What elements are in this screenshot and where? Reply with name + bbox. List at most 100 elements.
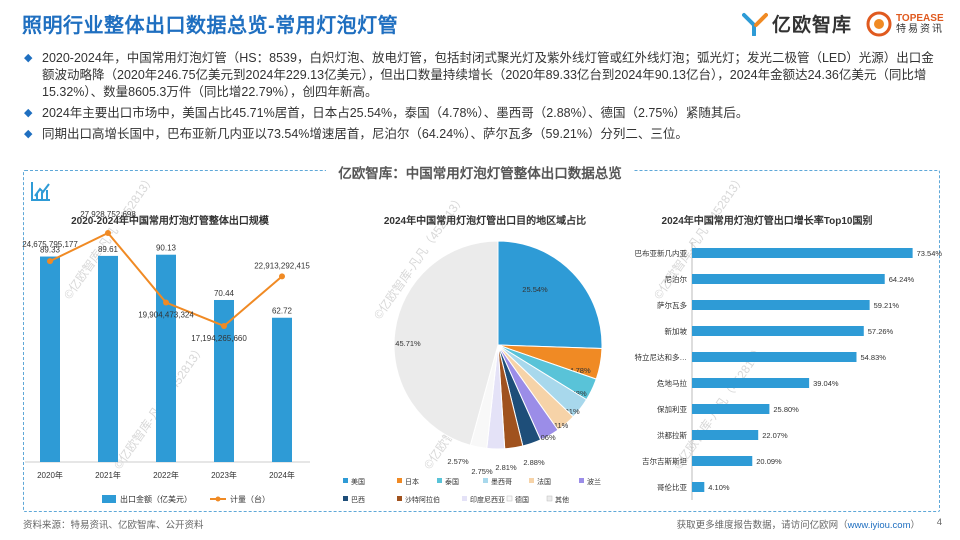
chart2-legend-label: 泰国 [445,477,459,486]
chart3-bar-label: 25.80% [773,405,799,414]
chart3-bar-label: 59.21% [874,301,900,310]
chart3-bar [692,456,753,466]
summary-bullets: ◆ 2020-2024年，中国常用灯泡灯管（HS：8539，白炽灯泡、放电灯管，包… [24,50,944,147]
chart2-slice-label: 3.06% [534,433,556,442]
chart1-line-point [279,273,285,280]
chart3-title: 2024年中国常用灯泡灯管出口增长率Top10国别 [662,214,873,227]
footer-close: ） [910,520,920,531]
chart2-slice-label: 2.75% [471,467,493,476]
chart2-legend-swatch [546,495,553,502]
chart3-bar [692,352,857,362]
chart2-slice-label: 45.71% [395,339,421,348]
chart1-bar [40,256,60,462]
chart3-y-tick: 保加利亚 [657,404,687,414]
summary-bullet-text: 同期出口高增长国中，巴布亚新几内亚以73.54%增速居首，尼泊尔（64.24%）… [42,127,688,141]
chart3-y-tick: 洪都拉斯 [657,430,687,440]
chart3-y-tick: 尼泊尔 [665,274,688,284]
diamond-icon: ◆ [24,52,33,64]
chart2-legend-label: 法国 [537,477,551,486]
chart1-bar [272,317,292,462]
chart2-legend-label: 波兰 [587,477,601,486]
chart3-bar [692,300,870,310]
bar-chart-icon [31,182,50,201]
iyiou-logo-icon [741,12,768,36]
chart3-y-tick: 吉尔吉斯斯坦 [642,456,687,466]
chart2-legend-swatch [483,478,488,483]
summary-bullet-text: 2020-2024年，中国常用灯泡灯管（HS：8539，白炽灯泡、放电灯管，包括… [42,51,934,99]
chart2-legend-swatch [579,478,584,483]
page-title: 照明行业整体出口数据总览-常用灯泡灯管 [22,15,399,37]
chart1-line-label: 22,913,292,415 [254,261,310,270]
chart1-bar [156,254,176,462]
chart1-bar-label: 62.72 [272,307,293,316]
iyiou-logo: 亿欧智库 [741,10,852,37]
chart2-legend-label: 美国 [351,477,365,486]
chart3-bar [692,326,864,336]
chart3-bar-label: 39.04% [813,379,839,388]
iyiou-logo-text: 亿欧智库 [771,15,852,36]
chart1-line-label: 17,194,265,660 [191,334,247,343]
summary-bullet-2: ◆ 2024年主要出口市场中，美国占比45.71%居首，日本占25.54%，泰国（… [24,105,944,122]
chart3-bar-label: 57.26% [868,327,894,336]
chart1-x-tick: 2022年 [153,470,179,480]
chart1-legend-swatch-point [215,496,221,502]
panel-title-text: 亿欧智库：中国常用灯泡灯管整体出口数据总览 [326,166,634,181]
chart1-line-label: 24,675,795,177 [22,240,78,249]
chart1-line-label: 27,928,752,698 [80,210,136,219]
chart3-bar-label: 22.07% [762,431,788,440]
chart2-legend-swatch [529,478,534,483]
chart3-y-tick: 萨尔瓦多 [657,300,687,310]
footer-text: 获取更多维度报告数据，请访问亿欧网（ [676,520,848,531]
chart1-line-point [163,299,169,306]
summary-bullet-3: ◆ 同期出口高增长国中，巴布亚新几内亚以73.54%增速居首，尼泊尔（64.24%… [24,126,944,143]
chart2-slice-label: 3.31% [558,407,580,416]
chart2-legend-label: 沙特阿拉伯 [405,495,440,504]
chart3-bar-label: 73.54% [917,249,943,258]
chart3-bar [692,430,759,440]
summary-bullet-text: 2024年主要出口市场中，美国占比45.71%居首，日本占25.54%，泰国（4… [42,106,749,120]
diamond-icon: ◆ [24,107,33,119]
chart2-slice-label: 2.81% [495,463,517,472]
footer-url-link[interactable]: www.iyiou.com [847,520,911,531]
chart3-bar [692,378,810,388]
chart1-bar [98,255,118,462]
chart3-bar [692,404,770,414]
chart2-title: 2024年中国常用灯泡灯管出口目的地区域占比 [384,214,586,227]
chart2-slice-label: 2.88% [523,458,545,467]
chart3-bar-label: 64.24% [889,275,915,284]
chart2-legend-swatch [343,478,348,483]
chart1-legend-swatch-bar [102,495,116,503]
chart1-line-point [105,229,111,236]
chart2-slice-label: 25.54% [522,285,548,294]
chart1-line-point [221,322,227,329]
chart2-slice-label: 4.78% [569,366,591,375]
chart3-bar [692,274,885,284]
topease-logo: TOPEASE 特易资讯 [866,11,944,37]
chart2-legend-label: 巴西 [351,496,365,504]
chart1-legend-label-bar: 出口金额（亿美元） [120,494,192,504]
chart1-legend-label-line: 计量（台） [230,494,270,504]
chart3-y-tick: 哥伦比亚 [657,482,687,492]
topease-logo-icon [866,11,892,36]
source-note: 资料来源：特易资讯、亿欧智库、公开资料 [23,520,204,531]
chart3-y-tick: 特立尼达和多… [635,352,688,362]
chart2-legend-label: 日本 [405,477,419,486]
footer-link-text: 获取更多维度报告数据，请访问亿欧网（www.iyiou.com） [677,517,920,531]
chart1-bar [214,299,234,462]
page-number: 4 [936,517,942,528]
chart3-bar-label: 4.10% [708,483,730,492]
chart2-legend-label: 印度尼西亚 [470,495,505,504]
chart3-y-tick: 危地马拉 [657,378,687,388]
topease-logo-name: TOPEASE [896,12,944,24]
summary-bullet-1: ◆ 2020-2024年，中国常用灯泡灯管（HS：8539，白炽灯泡、放电灯管，包… [24,50,944,101]
diamond-icon: ◆ [24,128,33,140]
chart3-bar [692,248,913,258]
chart2-slice-label: 3.11% [548,421,569,430]
chart1-x-tick: 2023年 [211,470,237,480]
chart1-bar-label: 90.13 [156,244,177,253]
chart2-legend-label: 德国 [515,495,529,504]
chart3-bar-label: 20.09% [756,457,782,466]
chart2-legend-swatch [437,478,442,483]
chart2-slice-label: 2.57% [447,457,469,466]
chart3-bar-label: 54.83% [860,353,886,362]
